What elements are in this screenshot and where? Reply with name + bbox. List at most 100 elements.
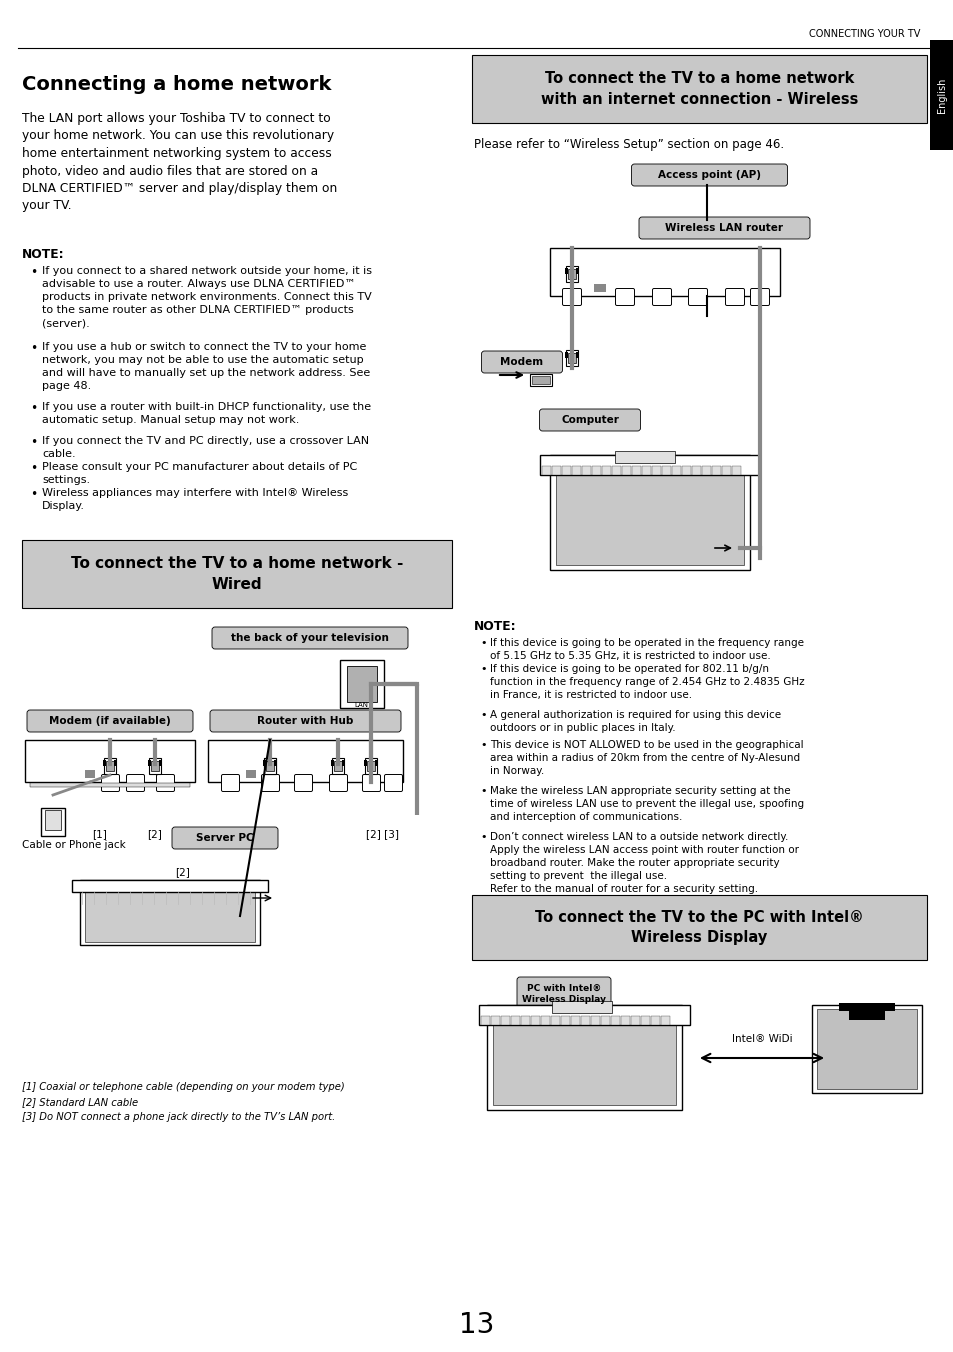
Text: Wireless LAN router: Wireless LAN router bbox=[665, 223, 782, 233]
FancyBboxPatch shape bbox=[671, 466, 680, 475]
FancyBboxPatch shape bbox=[520, 1015, 530, 1025]
Text: Cable or Phone jack: Cable or Phone jack bbox=[22, 840, 126, 850]
FancyBboxPatch shape bbox=[27, 710, 193, 731]
FancyBboxPatch shape bbox=[560, 1015, 569, 1025]
FancyBboxPatch shape bbox=[556, 460, 743, 565]
FancyBboxPatch shape bbox=[691, 466, 700, 475]
FancyBboxPatch shape bbox=[101, 775, 119, 791]
FancyBboxPatch shape bbox=[565, 266, 578, 283]
FancyBboxPatch shape bbox=[493, 1010, 676, 1105]
FancyBboxPatch shape bbox=[266, 761, 274, 771]
FancyBboxPatch shape bbox=[590, 1015, 599, 1025]
FancyBboxPatch shape bbox=[615, 288, 634, 306]
FancyBboxPatch shape bbox=[127, 775, 144, 791]
Text: NOTE:: NOTE: bbox=[22, 247, 65, 261]
Text: NOTE:: NOTE: bbox=[474, 621, 517, 633]
FancyBboxPatch shape bbox=[720, 544, 741, 556]
Text: [2]: [2] bbox=[175, 867, 191, 877]
Text: [3] Do NOT connect a phone jack directly to the TV’s LAN port.: [3] Do NOT connect a phone jack directly… bbox=[22, 1111, 335, 1122]
Text: LAN: LAN bbox=[354, 702, 368, 708]
Text: To connect the TV to the PC with Intel®
Wireless Display: To connect the TV to the PC with Intel® … bbox=[535, 910, 863, 945]
FancyBboxPatch shape bbox=[103, 760, 106, 767]
Text: •: • bbox=[479, 638, 486, 648]
FancyBboxPatch shape bbox=[552, 466, 560, 475]
FancyBboxPatch shape bbox=[511, 1015, 519, 1025]
FancyBboxPatch shape bbox=[701, 466, 710, 475]
Text: The LAN port allows your Toshiba TV to connect to
your home network. You can use: The LAN port allows your Toshiba TV to c… bbox=[22, 112, 337, 212]
FancyBboxPatch shape bbox=[331, 760, 334, 767]
FancyBboxPatch shape bbox=[478, 1005, 689, 1025]
Text: If this device is going to be operated for 802.11 b/g/n
function in the frequenc: If this device is going to be operated f… bbox=[490, 664, 803, 700]
Text: If this device is going to be operated in the frequency range
of 5.15 GHz to 5.3: If this device is going to be operated i… bbox=[490, 638, 803, 661]
FancyBboxPatch shape bbox=[480, 1015, 490, 1025]
FancyBboxPatch shape bbox=[562, 288, 581, 306]
FancyBboxPatch shape bbox=[532, 376, 550, 384]
FancyBboxPatch shape bbox=[329, 775, 347, 791]
FancyBboxPatch shape bbox=[85, 884, 254, 942]
FancyBboxPatch shape bbox=[576, 268, 578, 274]
FancyBboxPatch shape bbox=[650, 1015, 659, 1025]
FancyBboxPatch shape bbox=[364, 760, 367, 767]
FancyBboxPatch shape bbox=[621, 466, 630, 475]
FancyBboxPatch shape bbox=[564, 352, 567, 358]
FancyBboxPatch shape bbox=[724, 288, 743, 306]
FancyBboxPatch shape bbox=[600, 1015, 609, 1025]
Text: the back of your television: the back of your television bbox=[231, 633, 389, 644]
FancyBboxPatch shape bbox=[148, 760, 151, 767]
Text: Computer: Computer bbox=[560, 415, 618, 425]
FancyBboxPatch shape bbox=[491, 1015, 499, 1025]
Text: Intel® WiDi: Intel® WiDi bbox=[731, 1034, 792, 1044]
FancyBboxPatch shape bbox=[576, 352, 578, 358]
FancyBboxPatch shape bbox=[486, 1005, 681, 1110]
Text: •: • bbox=[30, 402, 37, 415]
FancyBboxPatch shape bbox=[472, 895, 926, 960]
Text: If you use a hub or switch to connect the TV to your home
network, you may not b: If you use a hub or switch to connect th… bbox=[42, 342, 370, 391]
FancyBboxPatch shape bbox=[341, 760, 345, 767]
Text: 13: 13 bbox=[458, 1311, 495, 1338]
FancyBboxPatch shape bbox=[721, 546, 740, 554]
FancyBboxPatch shape bbox=[274, 760, 276, 767]
FancyBboxPatch shape bbox=[517, 977, 610, 1011]
Text: •: • bbox=[30, 435, 37, 449]
FancyBboxPatch shape bbox=[612, 466, 620, 475]
Text: Wireless appliances may interfere with Intel® Wireless
Display.: Wireless appliances may interfere with I… bbox=[42, 488, 348, 511]
FancyBboxPatch shape bbox=[580, 1015, 589, 1025]
FancyBboxPatch shape bbox=[652, 288, 671, 306]
Text: This device is NOT ALLOWED to be used in the geographical
area within a radius o: This device is NOT ALLOWED to be used in… bbox=[490, 740, 802, 776]
FancyBboxPatch shape bbox=[552, 1000, 612, 1013]
FancyBboxPatch shape bbox=[615, 452, 675, 462]
Text: Please refer to “Wireless Setup” section on page 46.: Please refer to “Wireless Setup” section… bbox=[474, 138, 783, 151]
Text: To connect the TV to a home network -
Wired: To connect the TV to a home network - Wi… bbox=[71, 556, 403, 592]
FancyBboxPatch shape bbox=[567, 269, 576, 279]
FancyBboxPatch shape bbox=[601, 466, 610, 475]
FancyBboxPatch shape bbox=[816, 1009, 916, 1088]
FancyBboxPatch shape bbox=[172, 827, 277, 849]
Text: If you connect the TV and PC directly, use a crossover LAN
cable.: If you connect the TV and PC directly, u… bbox=[42, 435, 369, 460]
FancyBboxPatch shape bbox=[550, 247, 780, 296]
FancyBboxPatch shape bbox=[610, 1015, 619, 1025]
Text: English: English bbox=[936, 77, 946, 112]
FancyBboxPatch shape bbox=[384, 775, 402, 791]
Text: Make the wireless LAN appropriate security setting at the
time of wireless LAN u: Make the wireless LAN appropriate securi… bbox=[490, 786, 803, 822]
FancyBboxPatch shape bbox=[564, 268, 567, 274]
FancyBboxPatch shape bbox=[539, 456, 760, 475]
Text: •: • bbox=[479, 740, 486, 750]
FancyBboxPatch shape bbox=[811, 1005, 921, 1092]
FancyBboxPatch shape bbox=[551, 1015, 559, 1025]
FancyBboxPatch shape bbox=[631, 164, 786, 187]
FancyBboxPatch shape bbox=[104, 758, 116, 773]
Text: [2]: [2] bbox=[148, 829, 162, 840]
Text: Connecting a home network: Connecting a home network bbox=[22, 74, 331, 95]
Text: If you connect to a shared network outside your home, it is
advisable to use a r: If you connect to a shared network outsi… bbox=[42, 266, 372, 329]
FancyBboxPatch shape bbox=[80, 880, 260, 945]
Text: Please consult your PC manufacturer about details of PC
settings.: Please consult your PC manufacturer abou… bbox=[42, 462, 356, 485]
FancyBboxPatch shape bbox=[631, 466, 640, 475]
FancyBboxPatch shape bbox=[711, 466, 720, 475]
Text: •: • bbox=[479, 831, 486, 842]
FancyBboxPatch shape bbox=[41, 808, 65, 836]
FancyBboxPatch shape bbox=[594, 284, 605, 292]
FancyBboxPatch shape bbox=[630, 1015, 639, 1025]
FancyBboxPatch shape bbox=[481, 352, 562, 373]
FancyBboxPatch shape bbox=[571, 1015, 579, 1025]
Text: •: • bbox=[30, 462, 37, 475]
